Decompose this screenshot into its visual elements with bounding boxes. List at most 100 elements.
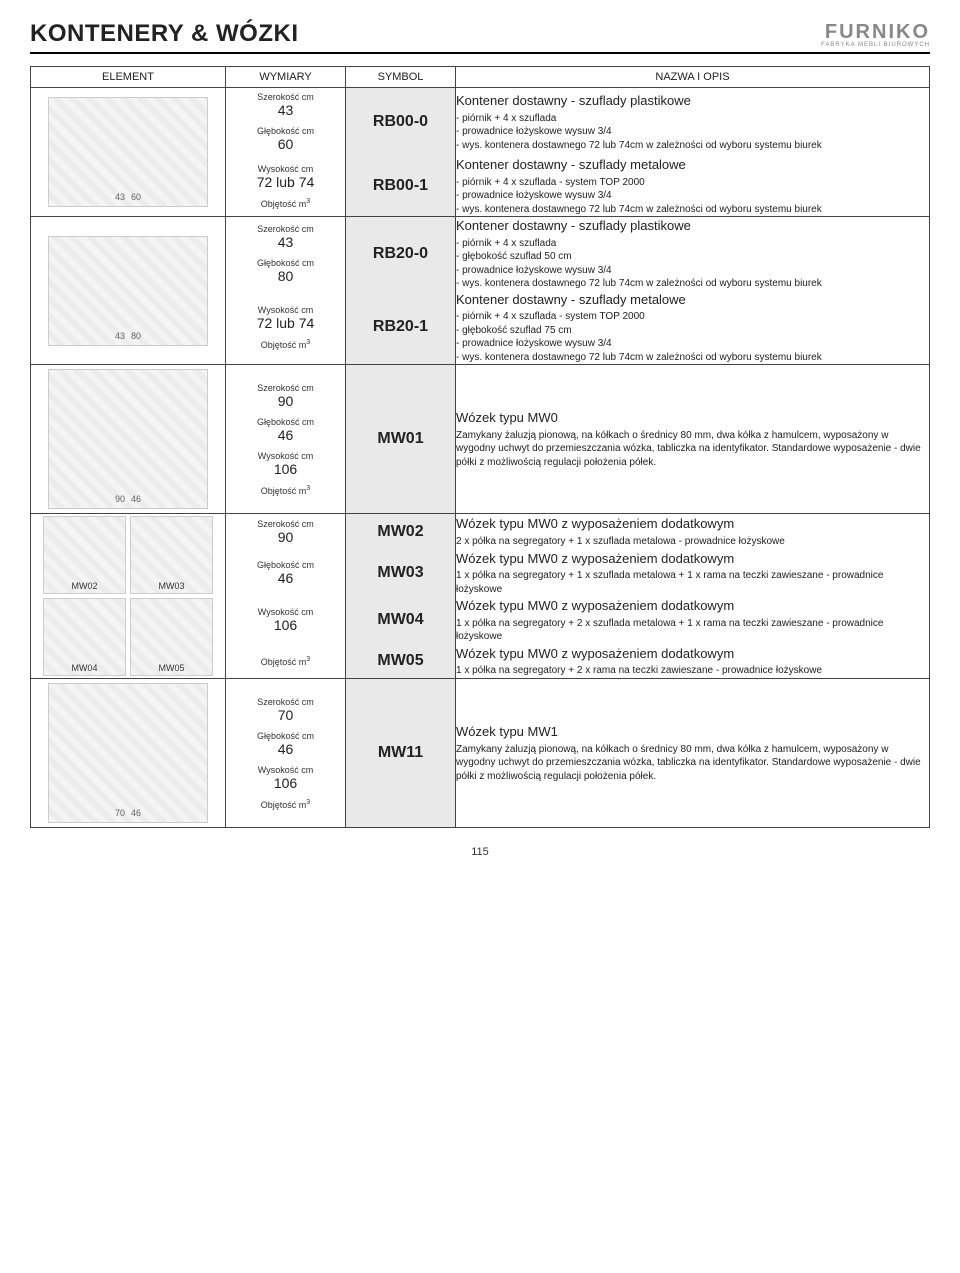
dim-value: 80: [226, 268, 345, 288]
drawing-placeholder: MW04: [43, 598, 126, 676]
drawing-placeholder: MW02: [43, 516, 126, 594]
desc-cell: Wózek typu MW1 Zamykany żaluzją pionową,…: [456, 679, 930, 828]
dim-value: 46: [226, 570, 345, 590]
desc-line: - piórnik + 4 x szuflada - system TOP 20…: [456, 176, 929, 190]
desc-title: Kontener dostawny - szuflady plastikowe: [456, 92, 929, 110]
symbol-cell: RB20-0: [346, 217, 456, 291]
symbol-cell: MW01: [346, 365, 456, 514]
dim-label: Głębokość cm: [226, 556, 345, 570]
desc-title: Kontener dostawny - szuflady metalowe: [456, 156, 929, 174]
symbol-cell: MW04: [346, 597, 456, 645]
desc-cell: Wózek typu MW0 z wyposażeniem dodatkowym…: [456, 549, 930, 597]
table-row: 43 60 Szerokość cm 43 Głębokość cm 60 RB…: [31, 88, 930, 157]
brand: FURNIKO FABRYKA MEBLI BIUROWYCH: [821, 22, 930, 48]
dim-value: 46: [226, 427, 345, 447]
drawing-grid: MW02 MW03 MW04 MW05: [43, 516, 213, 676]
dim-value: 43: [226, 102, 345, 122]
dim-label: Wysokość cm: [226, 301, 345, 315]
brand-name: FURNIKO: [821, 22, 930, 42]
dim-value: 70: [226, 707, 345, 727]
col-element: ELEMENT: [31, 67, 226, 88]
desc-title: Wózek typu MW0 z wyposażeniem dodatkowym: [456, 550, 929, 568]
desc-line: - wys. kontenera dostawnego 72 lub 74cm …: [456, 139, 929, 153]
desc-cell: Wózek typu MW0 Zamykany żaluzją pionową,…: [456, 365, 930, 514]
dim-label: Szerokość cm: [226, 515, 345, 529]
table-row: 90 46 Szerokość cm 90 Głębokość cm 46 Wy…: [31, 365, 930, 514]
desc-title: Kontener dostawny - szuflady plastikowe: [456, 217, 929, 235]
catalog-table: ELEMENT WYMIARY SYMBOL NAZWA I OPIS 43 6…: [30, 66, 930, 828]
desc-line: 1 x półka na segregatory + 1 x szuflada …: [456, 569, 929, 596]
symbol-cell: MW02: [346, 514, 456, 549]
dim-cell: Szerokość cm 90: [226, 514, 346, 549]
dim-label: Wysokość cm: [226, 160, 345, 174]
table-row: 70 46 Szerokość cm 70 Głębokość cm 46 Wy…: [31, 679, 930, 828]
desc-title: Wózek typu MW0 z wyposażeniem dodatkowym: [456, 645, 929, 663]
dim-label: Szerokość cm: [226, 693, 345, 707]
dim-cell: Szerokość cm 43 Głębokość cm 80: [226, 217, 346, 291]
dim-value: 90: [226, 529, 345, 549]
dim-value: 106: [226, 617, 345, 637]
desc-line: - wys. kontenera dostawnego 72 lub 74cm …: [456, 277, 929, 291]
dim-cell: Wysokość cm 72 lub 74 Objętość m3: [226, 156, 346, 217]
desc-line: - wys. kontenera dostawnego 72 lub 74cm …: [456, 351, 929, 365]
symbol-cell: RB00-1: [346, 156, 456, 217]
drawing-placeholder: MW05: [130, 598, 213, 676]
desc-cell: Kontener dostawny - szuflady metalowe - …: [456, 291, 930, 365]
dim-cell: Szerokość cm 90 Głębokość cm 46 Wysokość…: [226, 365, 346, 514]
desc-cell: Wózek typu MW0 z wyposażeniem dodatkowym…: [456, 514, 930, 549]
col-symbol: SYMBOL: [346, 67, 456, 88]
col-nazwa: NAZWA I OPIS: [456, 67, 930, 88]
element-illustration: MW02 MW03 MW04 MW05: [31, 514, 226, 679]
element-illustration: 70 46: [31, 679, 226, 828]
drawing-placeholder: 90 46: [48, 369, 208, 509]
dim-label: Wysokość cm: [226, 447, 345, 461]
table-row: MW02 MW03 MW04 MW05 Szerokość cm 90 MW02…: [31, 514, 930, 549]
desc-cell: Wózek typu MW0 z wyposażeniem dodatkowym…: [456, 597, 930, 645]
dim-value: 43: [226, 234, 345, 254]
desc-line: - prowadnice łożyskowe wysuw 3/4: [456, 337, 929, 351]
drawing-placeholder: 43 60: [48, 97, 208, 207]
dim-value: 106: [226, 461, 345, 481]
page-number: 115: [30, 846, 930, 858]
desc-line: - piórnik + 4 x szuflada: [456, 112, 929, 126]
desc-line: - prowadnice łożyskowe wysuw 3/4: [456, 189, 929, 203]
dim-cell: Szerokość cm 43 Głębokość cm 60: [226, 88, 346, 157]
desc-cell: Wózek typu MW0 z wyposażeniem dodatkowym…: [456, 644, 930, 678]
dim-value: 106: [226, 775, 345, 795]
dim-label: Głębokość cm: [226, 254, 345, 268]
desc-line: - prowadnice łożyskowe wysuw 3/4: [456, 125, 929, 139]
dim-label: Głębokość cm: [226, 413, 345, 427]
desc-line: - głębokość szuflad 75 cm: [456, 324, 929, 338]
table-row: 43 80 Szerokość cm 43 Głębokość cm 80 RB…: [31, 217, 930, 291]
dim-label: Objętość m3: [226, 481, 345, 500]
dim-value: 46: [226, 741, 345, 761]
dim-cell: Szerokość cm 70 Głębokość cm 46 Wysokość…: [226, 679, 346, 828]
desc-cell: Kontener dostawny - szuflady plastikowe …: [456, 217, 930, 291]
dim-label: Wysokość cm: [226, 603, 345, 617]
dim-label: Głębokość cm: [226, 727, 345, 741]
element-illustration: 43 60: [31, 88, 226, 217]
dim-label: Szerokość cm: [226, 220, 345, 234]
drawing-placeholder: 43 80: [48, 236, 208, 346]
desc-line: - piórnik + 4 x szuflada - system TOP 20…: [456, 310, 929, 324]
dim-value: 90: [226, 393, 345, 413]
dim-label: Objętość m3: [226, 335, 345, 354]
desc-line: - głębokość szuflad 50 cm: [456, 250, 929, 264]
desc-title: Wózek typu MW0: [456, 409, 929, 427]
dim-cell: Wysokość cm 72 lub 74 Objętość m3: [226, 291, 346, 365]
desc-title: Kontener dostawny - szuflady metalowe: [456, 291, 929, 309]
desc-line: 2 x półka na segregatory + 1 x szuflada …: [456, 535, 929, 549]
dim-label: Objętość m3: [226, 194, 345, 213]
symbol-cell: MW03: [346, 549, 456, 597]
element-illustration: 43 80: [31, 217, 226, 365]
column-header-row: ELEMENT WYMIARY SYMBOL NAZWA I OPIS: [31, 67, 930, 88]
dim-label: Szerokość cm: [226, 379, 345, 393]
desc-cell: Kontener dostawny - szuflady plastikowe …: [456, 88, 930, 157]
dim-label: Głębokość cm: [226, 122, 345, 136]
dim-label: Szerokość cm: [226, 88, 345, 102]
desc-cell: Kontener dostawny - szuflady metalowe - …: [456, 156, 930, 217]
desc-line: Zamykany żaluzją pionową, na kółkach o ś…: [456, 429, 929, 470]
desc-line: 1 x półka na segregatory + 2 x szuflada …: [456, 617, 929, 644]
dim-value: 72 lub 74: [226, 315, 345, 335]
col-wymiary: WYMIARY: [226, 67, 346, 88]
